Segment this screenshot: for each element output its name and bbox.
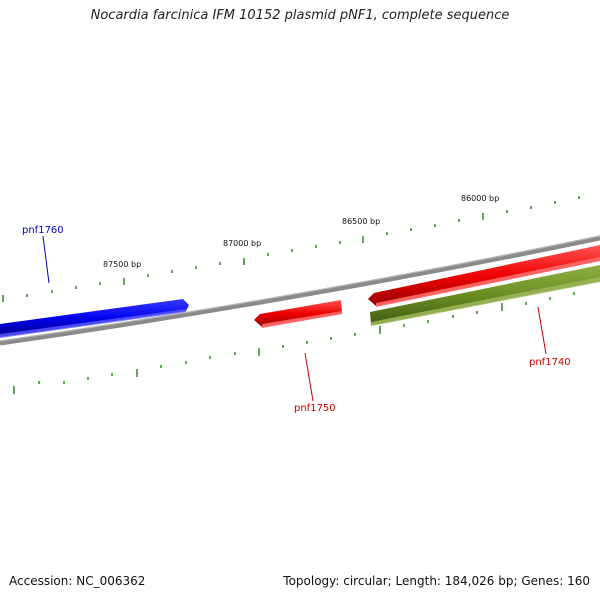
outer-tick-ring [2, 196, 580, 302]
ruler-label-86500: 86500 bp [342, 217, 380, 226]
gene-pnf1740-arrow[interactable] [368, 245, 600, 307]
ruler-label-87000: 87000 bp [223, 239, 261, 248]
pnf1740-leader [537, 306, 547, 355]
accession-label: Accession: NC_006362 [9, 574, 146, 588]
pnf1760-leader [42, 235, 50, 284]
gene-label-pnf1760[interactable]: pnf1760 [22, 225, 64, 236]
gene-label-pnf1740[interactable]: pnf1740 [529, 357, 571, 368]
ruler-label-87500: 87500 bp [103, 260, 141, 269]
topology-summary: Topology: circular; Length: 184,026 bp; … [283, 574, 590, 588]
cds-pnf1740-bar[interactable] [370, 265, 600, 326]
gene-label-pnf1750[interactable]: pnf1750 [294, 403, 336, 414]
ruler-label-86000: 86000 bp [461, 194, 499, 203]
map-title: Nocardia farcinica IFM 10152 plasmid pNF… [90, 8, 510, 23]
pnf1750-leader [304, 352, 314, 402]
gene-pnf1750-arrow[interactable] [254, 300, 342, 328]
gene-pnf1760-arrow[interactable] [0, 299, 189, 338]
inner-tick-ring [13, 292, 575, 394]
plasmid-backbone [0, 235, 600, 346]
